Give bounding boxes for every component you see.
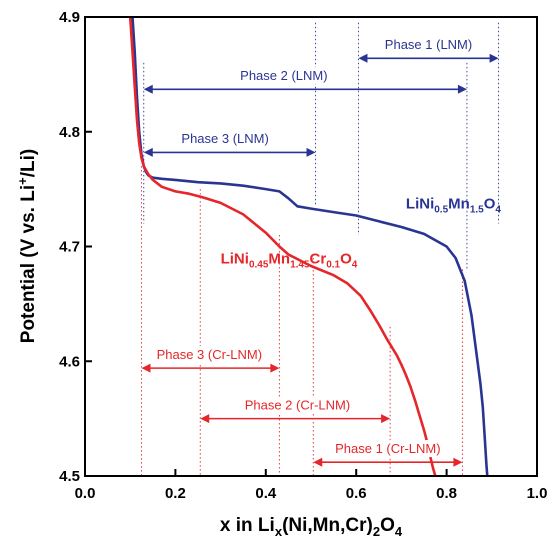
phase-label-background	[234, 396, 361, 414]
series-label-part: O	[484, 196, 496, 213]
arrowhead-left	[358, 53, 368, 63]
arrowhead-left	[141, 363, 151, 373]
series-label-part: Mn	[268, 251, 290, 268]
y-tick-label: 4.5	[59, 468, 80, 485]
series-label-part: LiNi	[406, 196, 434, 213]
series-line-cr	[128, 16, 437, 477]
arrowhead-right	[453, 457, 463, 467]
series-label-part: Cr	[310, 251, 327, 268]
series-label-sub: 1.45	[290, 260, 310, 271]
x-axis-title-part: (Ni,Mn,Cr)	[282, 515, 373, 536]
y-tick-label: 4.9	[59, 9, 80, 26]
axes: 0.0 0.2 0.4 0.6 0.8 1.0 4.5 4.6 4.7 4.8 4.9	[59, 9, 547, 502]
x-axis-title-part: x in Li	[220, 515, 275, 536]
arrowhead-left	[143, 147, 153, 157]
x-tick-label: 0.6	[346, 485, 367, 502]
phase-label-background	[173, 130, 278, 148]
arrowhead-left	[313, 457, 323, 467]
phase-label-background	[231, 67, 336, 85]
phase-label: Phase 1 (LNM)	[385, 37, 472, 52]
x-axis-title: x in Lix(Ni,Mn,Cr)2O4	[220, 515, 403, 539]
y-axis-title-part: /Li)	[18, 149, 39, 178]
series-lines	[128, 16, 489, 477]
y-tick-label: 4.8	[59, 124, 80, 141]
x-axis-title-sub: 2	[373, 524, 380, 539]
arrowhead-right	[457, 84, 467, 94]
arrowhead-left	[200, 414, 210, 424]
phase-label: Phase 2 (Cr-LNM)	[245, 397, 350, 412]
phase-label: Phase 2 (LNM)	[240, 68, 327, 83]
phase-label: Phase 3 (Cr-LNM)	[157, 347, 262, 362]
x-axis-title-part: O	[380, 515, 395, 536]
y-axis-title-sup: +	[15, 177, 30, 185]
x-axis-title-sub: 4	[395, 524, 403, 539]
x-tick-label: 0.8	[436, 485, 457, 502]
series-label-part: LiNi	[221, 251, 249, 268]
series-label-sub: 0.45	[249, 260, 269, 271]
phase-label: Phase 1 (Cr-LNM)	[335, 441, 440, 456]
phase-label: Phase 3 (LNM)	[181, 131, 268, 146]
x-tick-label: 1.0	[527, 485, 547, 502]
series-label-cr: LiNi0.45Mn1.45Cr0.1O4	[221, 251, 358, 271]
arrowhead-right	[489, 53, 499, 63]
arrowhead-right	[381, 414, 391, 424]
phase-annotations: Phase 1 (LNM) Phase 2 (LNM) Phase 3 (LNM) P…	[141, 36, 499, 467]
phase-label-background	[376, 36, 481, 54]
x-tick-label: 0.0	[75, 485, 96, 502]
arrowhead-left	[143, 84, 153, 94]
series-label-sub: 0.5	[434, 205, 448, 216]
phase-label-background	[146, 345, 273, 363]
y-axis-title: Potential (V vs. Li+/Li)	[15, 149, 39, 343]
series-label-lnm: LiNi0.5Mn1.5O4	[406, 196, 502, 216]
arrowhead-right	[306, 147, 316, 157]
y-tick-label: 4.7	[59, 239, 80, 256]
series-label-sub: 1.5	[470, 205, 484, 216]
series-label-sub: 4	[352, 260, 358, 271]
x-tick-label: 0.2	[165, 485, 186, 502]
y-tick-label: 4.6	[59, 353, 80, 370]
x-tick-label: 0.4	[255, 485, 277, 502]
series-label-part: Mn	[448, 196, 470, 213]
x-axis-title-sub: x	[275, 524, 283, 539]
series-label-sub: 4	[495, 205, 501, 216]
phase-label-background	[324, 440, 452, 458]
arrowhead-right	[270, 363, 280, 373]
series-label-part: O	[340, 251, 352, 268]
y-axis-title-part: Potential (V vs. Li	[18, 185, 39, 343]
series-label-sub: 0.1	[326, 260, 340, 271]
